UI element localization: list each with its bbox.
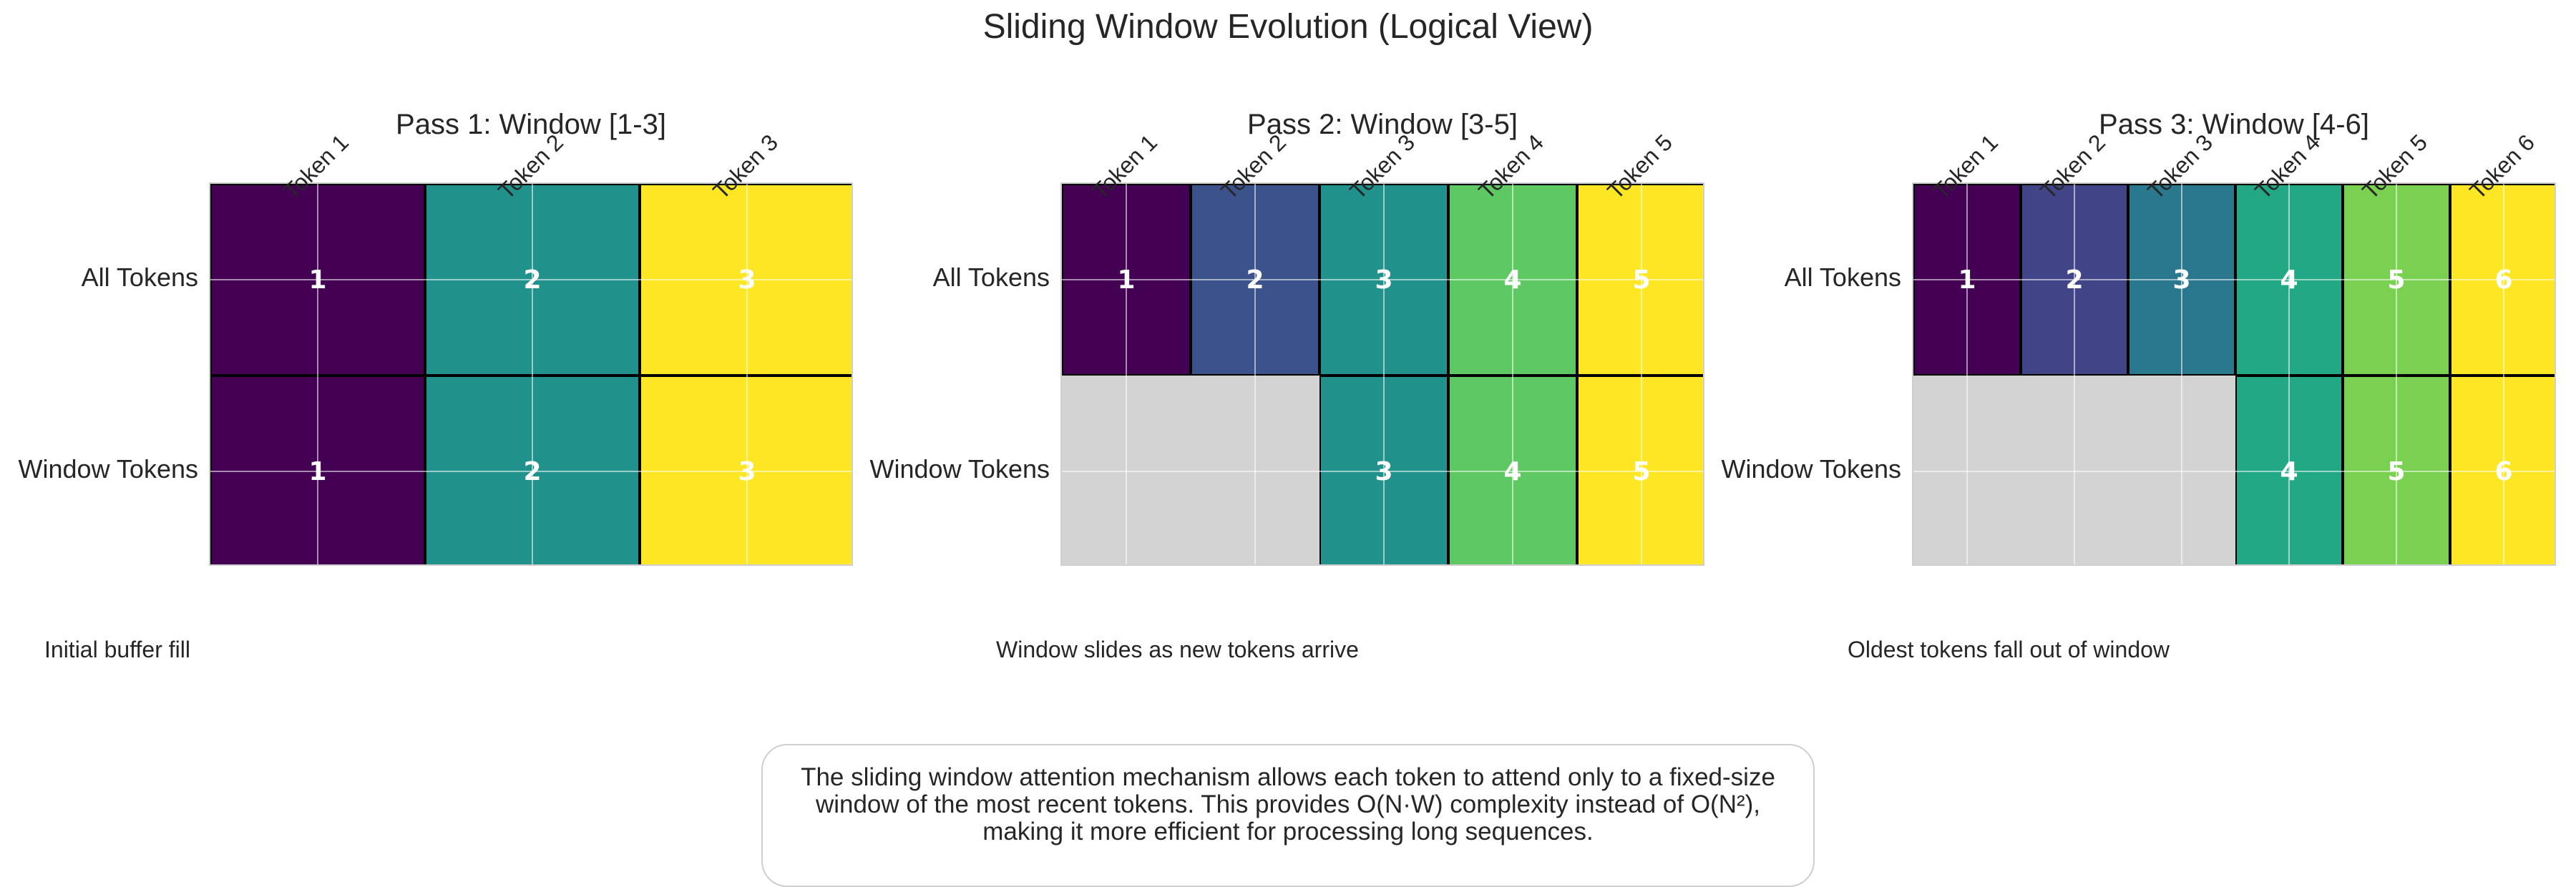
gridline: [2181, 184, 2182, 564]
note-line: The sliding window attention mechanism a…: [801, 763, 1775, 791]
gridline: [746, 184, 748, 564]
row-label: All Tokens: [81, 263, 198, 292]
heatmap-panel-2: Pass 2: Window [3-5] 12345345 All Tokens Wi…: [852, 100, 1719, 662]
heatmap-grid: 123123: [209, 182, 853, 566]
row-label: All Tokens: [932, 263, 1050, 292]
panel-title: Pass 2: Window [3-5]: [1247, 109, 1518, 140]
gridline: [1254, 184, 1256, 564]
row-label: All Tokens: [1784, 263, 1901, 292]
gridline: [1966, 184, 1968, 564]
gridline: [317, 184, 318, 564]
heatmap-grid: 123456456: [1912, 182, 2556, 566]
gridline: [1913, 279, 2555, 280]
gridline: [1512, 184, 1513, 564]
row-label: Window Tokens: [869, 454, 1050, 484]
gridline: [2288, 184, 2290, 564]
gridline: [1126, 184, 1127, 564]
explanation-note: The sliding window attention mechanism a…: [761, 744, 1815, 887]
gridline: [1062, 279, 1703, 280]
panel-caption: Oldest tokens fall out of window: [1848, 637, 2170, 662]
gridline: [210, 279, 852, 280]
row-label: Window Tokens: [18, 454, 198, 484]
gridline: [210, 471, 852, 472]
row-label: Window Tokens: [1721, 454, 1901, 484]
gridline: [1383, 184, 1385, 564]
chart-title: Sliding Window Evolution (Logical View): [982, 8, 1594, 46]
heatmap-panel-1: Pass 1: Window [1-3] 123123 All Tokens Wind…: [0, 100, 867, 662]
panel-caption: Initial buffer fill: [44, 637, 190, 662]
gridline: [1641, 184, 1642, 564]
gridline: [1913, 471, 2555, 472]
note-line: window of the most recent tokens. This p…: [815, 790, 1761, 818]
panel-title: Pass 1: Window [1-3]: [396, 109, 666, 140]
heatmap-panel-3: Pass 3: Window [4-6] 123456456 All Tokens W…: [1703, 100, 2570, 662]
heatmap-grid: 12345345: [1060, 182, 1704, 566]
gridline: [2396, 184, 2397, 564]
panel-title: Pass 3: Window [4-6]: [2099, 109, 2369, 140]
gridline: [2074, 184, 2075, 564]
gridline: [2503, 184, 2504, 564]
panel-caption: Window slides as new tokens arrive: [996, 637, 1359, 662]
note-line: making it more efficient for processing …: [982, 818, 1594, 846]
gridline: [532, 184, 533, 564]
gridline: [1062, 471, 1703, 472]
